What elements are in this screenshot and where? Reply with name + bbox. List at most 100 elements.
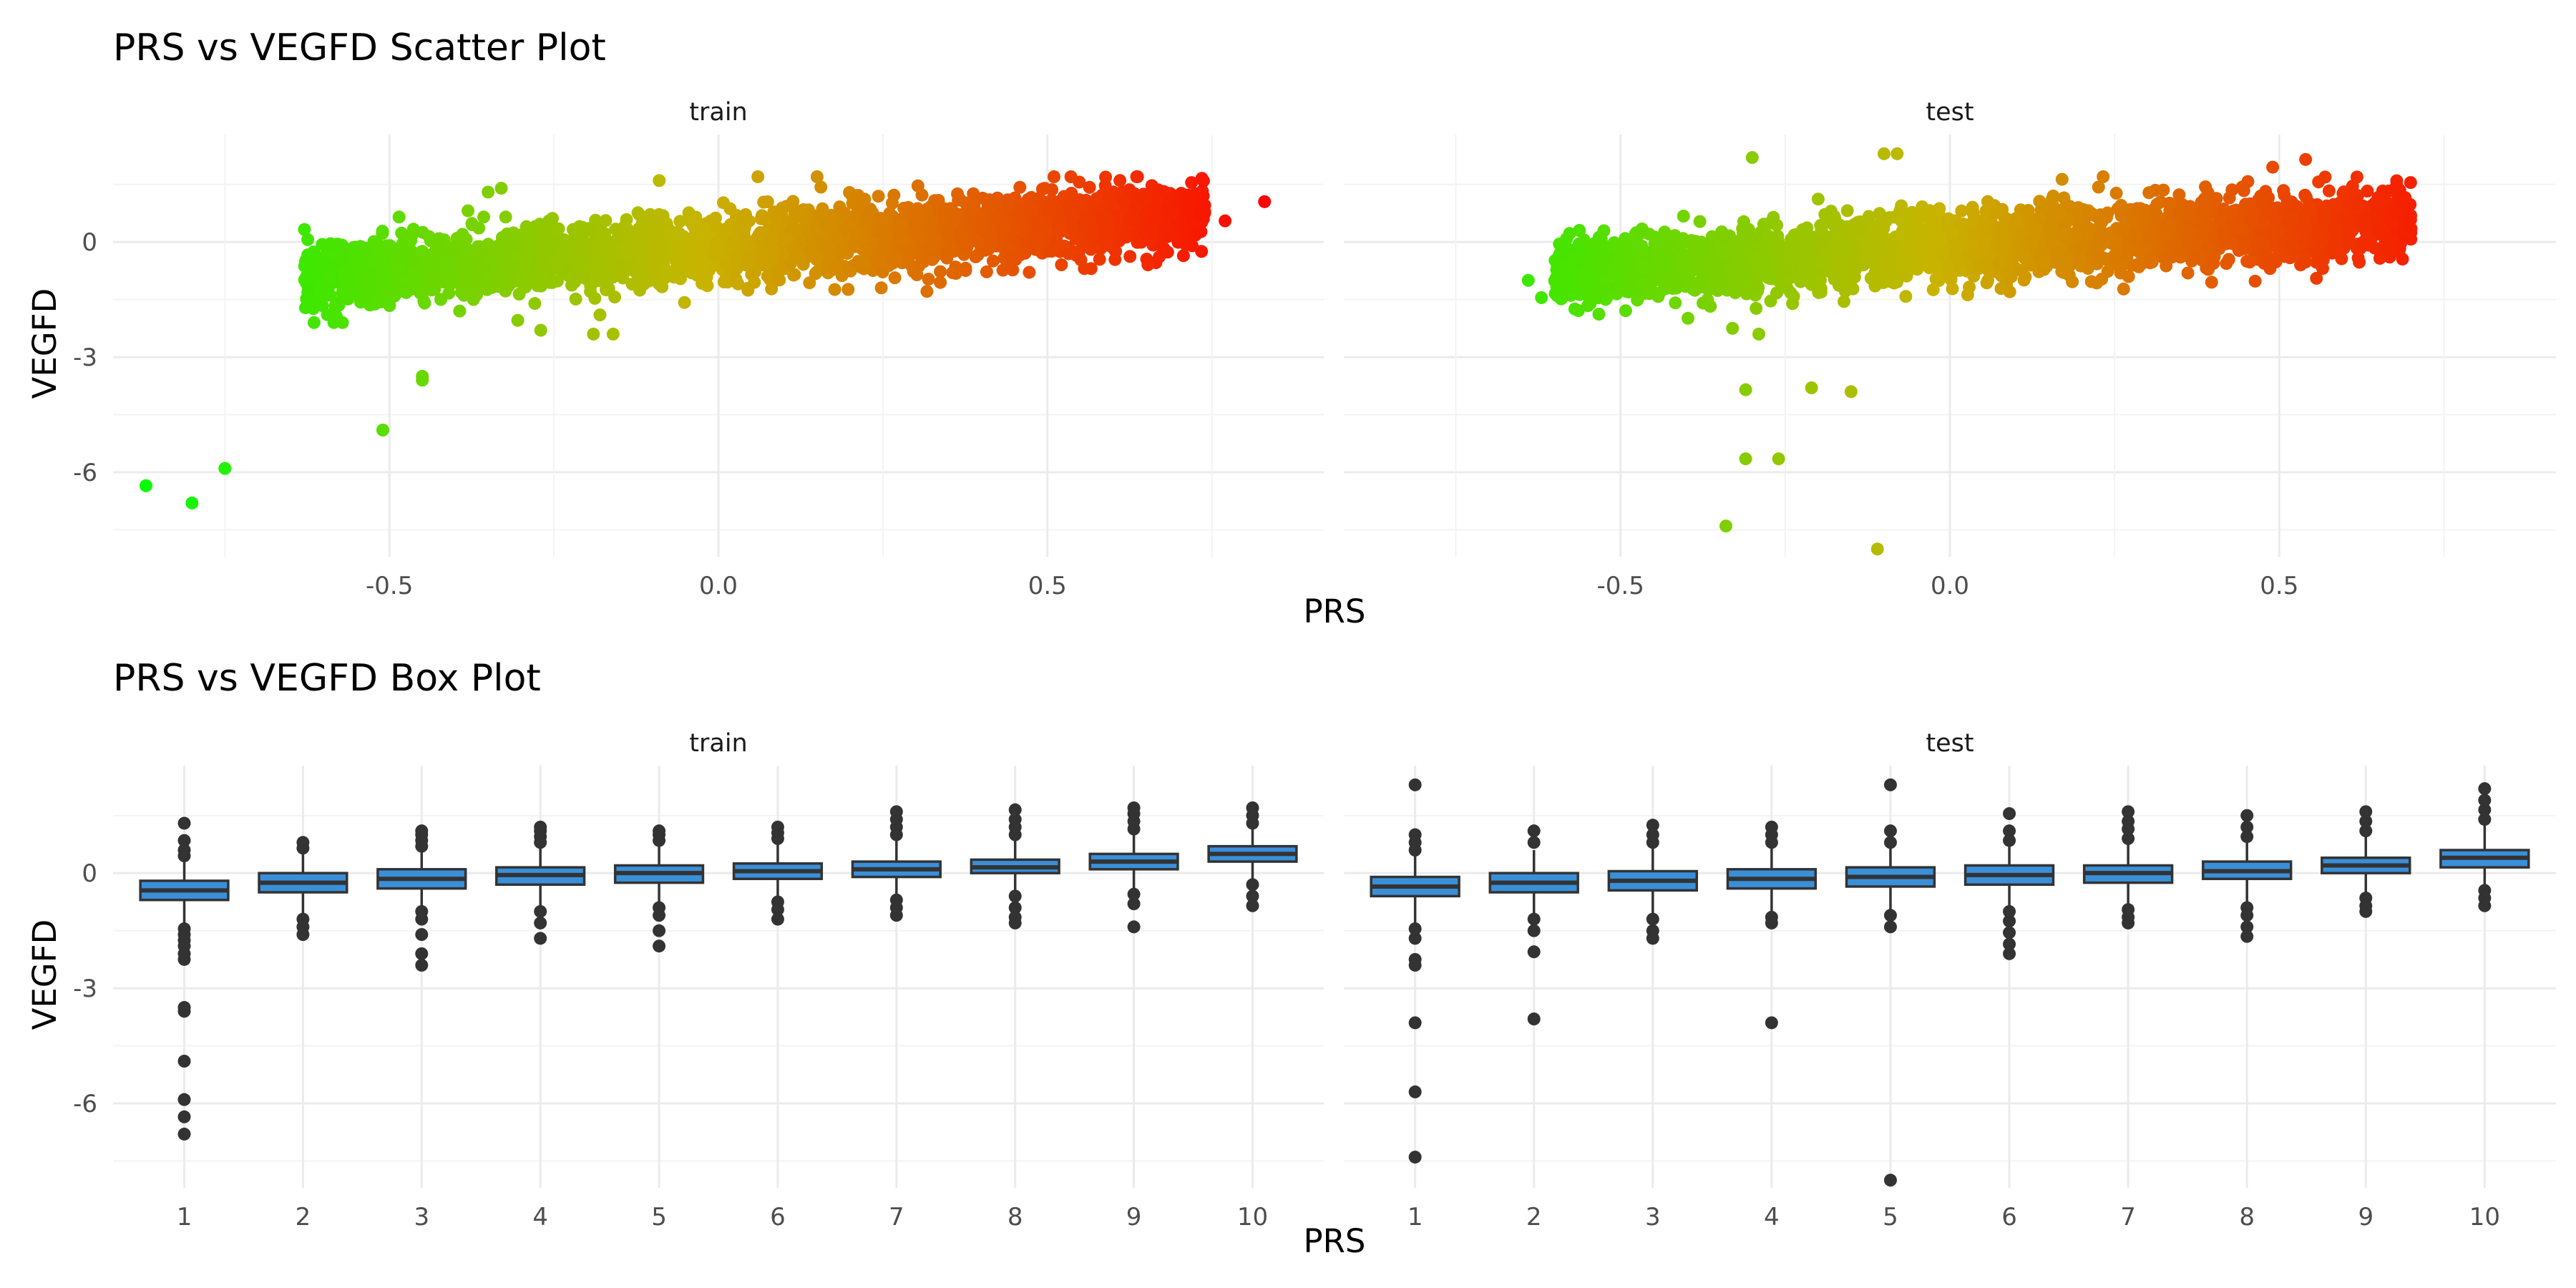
scatter-train-point — [924, 223, 937, 236]
scatter-train-point — [1113, 174, 1127, 187]
scatter-train-point — [434, 293, 447, 306]
scatter-train-point — [1083, 180, 1096, 194]
scatter-train-point — [873, 255, 887, 269]
scatter-train-point — [835, 245, 849, 259]
scatter-train-point — [539, 238, 552, 252]
scatter-train-outlier-point — [1258, 195, 1272, 208]
scatter-test-point — [1693, 215, 1707, 228]
scatter-train-point — [477, 210, 490, 224]
scatter-train-point — [960, 240, 974, 254]
scatter-train-point — [1097, 223, 1111, 237]
scatter-test-x-tick-label: 0.5 — [2260, 572, 2298, 600]
scatter-train-point — [561, 263, 575, 276]
scatter-train-outlier-point — [593, 308, 607, 322]
scatter-train-point — [1120, 230, 1133, 244]
scatter-test-point — [1594, 233, 1608, 245]
scatter-train-point — [1143, 234, 1157, 248]
scatter-train-point — [980, 265, 993, 278]
scatter-test-point — [2235, 180, 2249, 194]
scatter-train-point — [673, 215, 687, 228]
scatter-train-point — [874, 212, 887, 225]
scatter-train-point — [769, 212, 782, 225]
scatter-train-point — [557, 244, 571, 258]
scatter-train-point — [381, 243, 395, 257]
scatter-test-point — [1592, 308, 1606, 321]
scatter-test-point — [2404, 176, 2417, 190]
scatter-train-point — [841, 283, 855, 296]
scatter-train-outlier-point — [139, 479, 152, 492]
scatter-train-point — [842, 218, 856, 231]
scatter-train-point — [399, 273, 413, 287]
scatter-train-point — [765, 232, 779, 245]
scatter-train-point — [431, 233, 444, 246]
scatter-train-point — [635, 216, 649, 230]
scatter-train-point — [1110, 211, 1123, 225]
scatter-train-point — [828, 283, 841, 296]
scatter-train-point — [618, 258, 632, 271]
scatter-train-point — [594, 274, 607, 288]
scatter-test-point — [1682, 311, 1694, 325]
scatter-train-point — [462, 204, 474, 218]
scatter-train-point — [497, 266, 510, 280]
scatter-train-point — [677, 246, 691, 260]
scatter-train-x-tick-label: 0.5 — [1028, 572, 1067, 600]
scatter-train-point — [300, 292, 313, 306]
scatter-train-point — [630, 266, 643, 280]
scatter-train-point — [633, 246, 647, 260]
scatter-train-point — [301, 233, 315, 246]
scatter-train-point — [685, 266, 698, 280]
scatter-train-point — [522, 238, 535, 252]
scatter-train-point — [469, 288, 483, 302]
scatter-train-point — [416, 225, 429, 239]
scatter-train-point — [551, 274, 564, 288]
scatter-train-point — [698, 223, 712, 236]
scatter-train-point — [864, 203, 877, 216]
scatter-train-point — [741, 255, 755, 269]
scatter-train-point — [580, 250, 593, 263]
scatter-train-point — [1176, 249, 1190, 263]
scatter-train-point — [1064, 219, 1078, 233]
scatter-train-point — [466, 251, 479, 265]
scatter-test-point — [2017, 273, 2031, 287]
scatter-train-point — [940, 245, 954, 258]
scatter-train-point — [1181, 202, 1195, 215]
scatter-train-point — [324, 238, 338, 251]
scatter-train-point — [784, 256, 798, 270]
scatter-train-point — [444, 277, 458, 291]
scatter-train-point — [940, 225, 954, 238]
scatter-train-point — [693, 254, 707, 268]
scatter-test-point — [2063, 200, 2077, 213]
scatter-train-point — [975, 216, 989, 230]
scatter-train-point — [368, 297, 381, 311]
scatter-train-point — [946, 266, 960, 279]
scatter-train-outlier-point — [534, 323, 547, 337]
scatter-train-point — [404, 234, 418, 248]
scatter-train-point — [844, 264, 857, 278]
scatter-train-point — [353, 296, 367, 309]
scatter-test-point — [1895, 199, 1908, 213]
scatter-train-point — [872, 190, 885, 203]
scatter-train-point — [737, 239, 751, 253]
scatter-train-point — [1001, 193, 1015, 207]
scatter-test-point — [2109, 187, 2123, 200]
scatter-test-point — [2322, 184, 2336, 197]
scatter-test-point — [2029, 223, 2043, 236]
scatter-train-point — [756, 226, 769, 240]
scatter-train-point — [814, 180, 828, 194]
scatter-train-point — [577, 226, 590, 240]
scatter-train-point — [351, 280, 365, 293]
scatter-train-point — [829, 232, 843, 245]
scatter-train-point — [1186, 215, 1199, 229]
scatter-train-point — [456, 228, 469, 241]
scatter-train-outlier-point — [494, 182, 508, 195]
scatter-train-point — [1078, 240, 1091, 253]
scatter-train-point — [874, 281, 888, 295]
scatter-train-point — [1062, 247, 1075, 260]
scatter-train-point — [1005, 250, 1018, 263]
scatter-train-point — [976, 191, 990, 205]
scatter-train-point — [982, 201, 996, 215]
scatter-train-point — [565, 278, 578, 292]
scatter-test-point — [1838, 285, 1852, 298]
scatter-test-point — [2101, 265, 2114, 278]
scatter-train-point — [307, 316, 321, 329]
